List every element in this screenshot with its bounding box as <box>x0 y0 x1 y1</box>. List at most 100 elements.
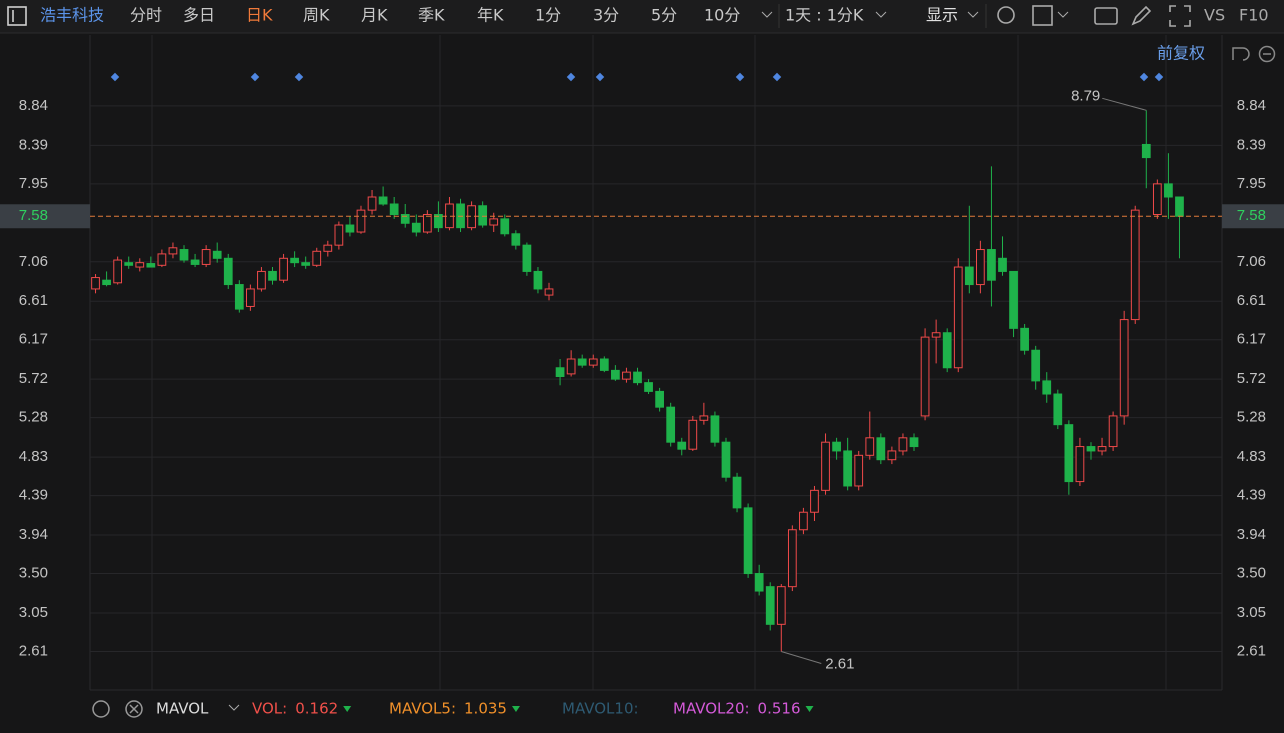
event-marker[interactable] <box>110 72 120 82</box>
panel-icon[interactable] <box>7 6 27 26</box>
chevron[interactable] <box>761 11 773 18</box>
y-tick-label: 3.05 <box>1237 604 1266 621</box>
candle-body <box>434 214 443 229</box>
y-tick-label: 2.61 <box>1237 642 1266 659</box>
down-arrow <box>805 706 814 712</box>
tabs: 分时 多日 日K 周K 月K 季K 年K 1分 3分 5分 10分 <box>130 6 740 25</box>
candle-body <box>1009 270 1018 329</box>
tab[interactable]: 分时 <box>130 6 162 25</box>
chevron[interactable] <box>228 704 240 711</box>
chevron[interactable] <box>1057 11 1069 18</box>
tab[interactable]: 年K <box>477 6 504 25</box>
f10-button[interactable]: F10 <box>1239 6 1269 25</box>
period[interactable]: 1天 : 1分K <box>785 6 864 25</box>
tab[interactable]: 多日 <box>183 6 215 25</box>
candle-body <box>146 263 156 268</box>
candle-body <box>489 218 499 226</box>
tab[interactable]: 日K <box>246 6 273 25</box>
candle-body <box>998 257 1007 272</box>
candle-body <box>91 277 100 290</box>
candle-body <box>179 249 189 261</box>
candle-body <box>389 203 399 216</box>
candle-body <box>345 224 355 233</box>
last-price-box <box>0 204 90 229</box>
minimize-icon[interactable] <box>1258 45 1276 63</box>
indicator-settings[interactable] <box>92 700 110 718</box>
candle-body <box>599 358 609 371</box>
indicator-name[interactable]: MAVOL <box>156 700 209 718</box>
tab[interactable]: 10分 <box>704 6 740 25</box>
event-marker[interactable] <box>566 72 576 82</box>
settings-icon[interactable] <box>997 6 1015 24</box>
event-marker[interactable] <box>294 72 304 82</box>
color-icon[interactable] <box>1032 5 1053 26</box>
candle-body <box>279 257 288 281</box>
candle-body <box>622 371 631 380</box>
indicator-label: MAVOL20: <box>673 700 750 718</box>
adjust-mode[interactable]: 前复权 <box>1157 44 1205 63</box>
y-tick-label: 8.84 <box>1237 97 1266 114</box>
y-tick-label: 3.50 <box>1237 565 1266 582</box>
low-marker-line <box>781 650 822 664</box>
candle-body <box>666 406 676 443</box>
tab[interactable]: 5分 <box>651 6 677 25</box>
candle-body <box>1075 446 1085 483</box>
candle-body <box>976 249 985 286</box>
draw-icon[interactable] <box>1131 5 1152 26</box>
y-tick-label: 7.95 <box>19 175 48 192</box>
tab[interactable]: 3分 <box>593 6 619 25</box>
down-arrow <box>343 706 352 712</box>
candle-body <box>920 336 930 417</box>
camera-icon[interactable] <box>1094 7 1118 25</box>
event-marker[interactable] <box>595 72 605 82</box>
tab[interactable]: 月K <box>361 6 388 25</box>
candle-body <box>234 284 244 310</box>
candle-body <box>555 367 565 378</box>
candle-body <box>832 441 841 452</box>
stock-name[interactable]: 浩丰科技 <box>40 6 104 25</box>
reset-icon[interactable] <box>1232 47 1250 61</box>
event-marker[interactable] <box>250 72 260 82</box>
event-marker[interactable] <box>1154 72 1164 82</box>
candle-body <box>987 249 996 281</box>
candle-body <box>710 415 720 443</box>
y-tick-label: 7.95 <box>1237 175 1266 192</box>
candle-body <box>1020 327 1029 351</box>
candle-body <box>212 250 222 259</box>
candle-body <box>588 358 598 366</box>
candle-body <box>1086 446 1096 452</box>
display-menu[interactable]: 显示 <box>926 6 958 25</box>
vs-button[interactable]: VS <box>1204 6 1225 25</box>
candle-body <box>246 288 255 307</box>
event-marker[interactable] <box>735 72 745 82</box>
candle-body <box>1053 393 1063 426</box>
candle-body <box>765 586 775 625</box>
y-tick-label: 5.72 <box>19 370 48 387</box>
chevron[interactable] <box>967 11 979 18</box>
y-tick-label: 4.39 <box>1237 487 1266 504</box>
event-marker[interactable] <box>1139 72 1149 82</box>
event-marker[interactable] <box>772 72 782 82</box>
tab[interactable]: 周K <box>303 6 330 25</box>
candle-body <box>854 454 864 487</box>
y-tick-label: 6.17 <box>19 331 48 348</box>
candle-body <box>356 209 366 233</box>
y-tick-label: 2.61 <box>19 642 48 659</box>
candle-body <box>168 247 178 255</box>
chevron[interactable] <box>875 11 887 18</box>
candle-body <box>157 253 167 266</box>
high-marker-line <box>1102 97 1147 111</box>
candle-body <box>533 270 543 290</box>
fullscreen-icon[interactable] <box>1169 5 1191 27</box>
tab[interactable]: 1分 <box>535 6 561 25</box>
tab[interactable]: 季K <box>418 6 445 25</box>
y-tick-label: 4.83 <box>19 448 48 465</box>
down-arrow <box>511 706 520 712</box>
indicator-value: 1.035 <box>464 700 507 718</box>
low-marker-label: 2.61 <box>825 655 854 672</box>
high-marker-label: 8.79 <box>1071 87 1100 104</box>
candle-body <box>257 270 266 290</box>
candle-body <box>887 450 897 461</box>
indicator-close[interactable] <box>125 700 143 718</box>
indicator-label: MAVOL5: <box>389 700 456 718</box>
